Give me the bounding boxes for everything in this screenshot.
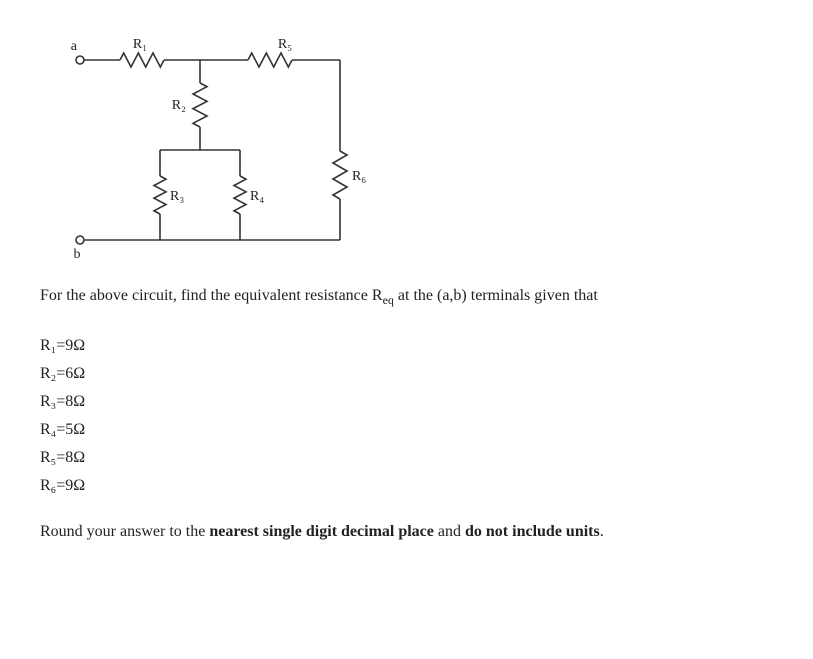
instr-b2: do not include units [465,523,600,540]
circuit-svg: a R₁ R₅ R₂ R₃ R₄ R₆ b [40,30,400,260]
svg-text:R₁: R₁ [133,37,147,52]
svg-text:a: a [71,39,78,54]
value-row: R₃=8Ω [40,393,773,411]
rounding-instruction: Round your answer to the nearest single … [40,523,773,541]
question-pre: For the above circuit, find the equivale… [40,287,383,304]
instr-b1: nearest single digit decimal place [209,523,434,540]
instr-t3: . [600,523,604,540]
instr-t2: and [434,523,465,540]
svg-text:R₂: R₂ [172,98,186,113]
svg-text:R₃: R₃ [170,189,184,204]
svg-text:R₆: R₆ [352,169,366,184]
question-sub: eq [383,293,394,307]
value-row: R₆=9Ω [40,477,773,495]
question-text: For the above circuit, find the equivale… [40,285,773,309]
circuit-diagram: a R₁ R₅ R₂ R₃ R₄ R₆ b [40,30,773,265]
value-row: R₂=6Ω [40,365,773,383]
svg-text:R₄: R₄ [250,189,264,204]
value-row: R₅=8Ω [40,449,773,467]
svg-text:R₅: R₅ [278,37,292,52]
svg-text:b: b [74,247,81,260]
values-list: R₁=9Ω R₂=6Ω R₃=8Ω R₄=5Ω R₅=8Ω R₆=9Ω [40,337,773,495]
value-row: R₁=9Ω [40,337,773,355]
value-row: R₄=5Ω [40,421,773,439]
question-post: at the (a,b) terminals given that [394,287,598,304]
instr-t1: Round your answer to the [40,523,209,540]
